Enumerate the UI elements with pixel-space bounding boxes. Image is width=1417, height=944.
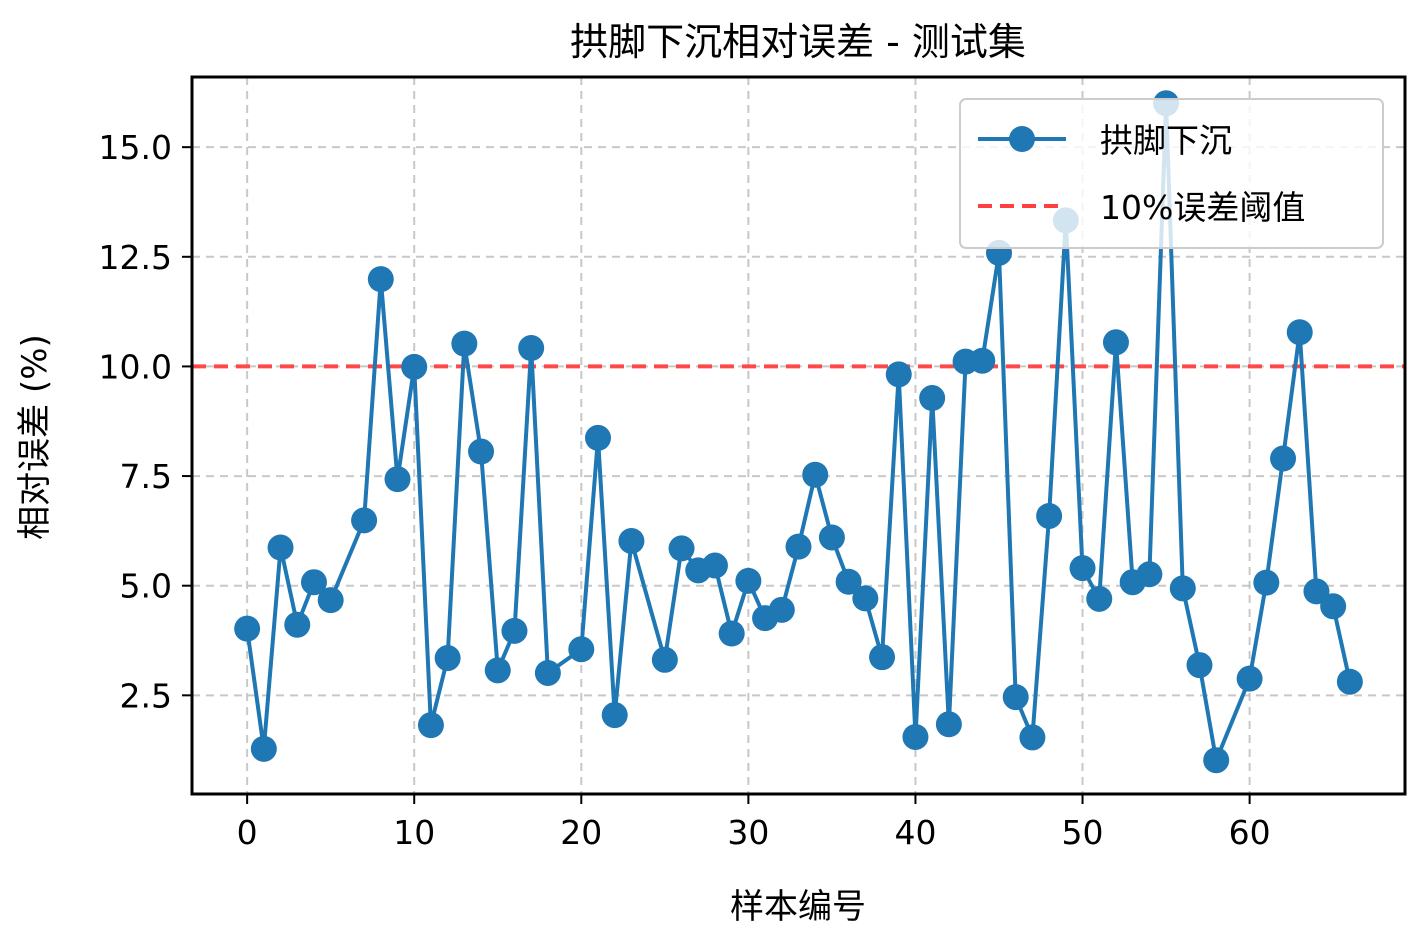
data-point <box>518 335 545 362</box>
data-point <box>1019 724 1046 751</box>
data-point <box>835 568 862 595</box>
data-point <box>601 702 628 729</box>
data-point <box>785 533 812 560</box>
x-axis-label: 样本编号 <box>730 887 866 927</box>
x-tick-label: 50 <box>1062 813 1104 852</box>
data-point <box>1203 747 1230 774</box>
legend-threshold-label: 10%误差阈值 <box>1100 188 1305 227</box>
data-point <box>434 645 461 672</box>
data-point <box>1086 585 1113 612</box>
data-point <box>935 711 962 738</box>
data-point <box>1102 329 1129 356</box>
data-point <box>585 424 612 451</box>
data-point <box>618 527 645 554</box>
y-tick-label: 5.0 <box>120 567 172 606</box>
data-point <box>367 266 394 293</box>
x-tick-label: 60 <box>1229 813 1271 852</box>
data-point <box>384 466 411 493</box>
data-point <box>969 347 996 374</box>
plot-frame <box>190 75 1407 796</box>
data-point <box>1236 665 1263 692</box>
data-point <box>351 507 378 534</box>
data-point <box>802 461 829 488</box>
data-point <box>451 330 478 357</box>
data-point <box>718 620 745 647</box>
data-point <box>568 636 595 663</box>
y-tick-label: 12.5 <box>99 238 172 277</box>
x-axis-ticks: 0 10 20 30 40 50 60 <box>237 794 1271 852</box>
data-point <box>300 569 327 596</box>
data-point <box>317 587 344 614</box>
data-point <box>701 552 728 579</box>
x-tick-label: 20 <box>560 813 602 852</box>
data-point <box>1320 593 1347 620</box>
x-tick-label: 0 <box>237 813 258 852</box>
data-point <box>668 535 695 562</box>
data-point <box>234 615 261 642</box>
data-point <box>401 353 428 380</box>
data-point <box>818 524 845 551</box>
legend-series-marker <box>1009 126 1035 152</box>
data-point <box>267 534 294 561</box>
chart-title: 拱脚下沉相对误差 - 测试集 <box>570 20 1026 64</box>
data-series <box>234 90 1363 774</box>
data-point <box>1002 684 1029 711</box>
data-point <box>1253 569 1280 596</box>
y-tick-label: 10.0 <box>99 347 172 386</box>
legend-box <box>959 98 1384 249</box>
data-point <box>651 646 678 673</box>
y-axis-ticks: 2.5 5.0 7.5 10.0 12.5 15.0 <box>99 128 192 715</box>
data-point <box>852 585 879 612</box>
data-point <box>1336 668 1363 695</box>
y-axis-label: 相对误差 (%) <box>15 334 55 540</box>
data-point <box>919 385 946 412</box>
data-point <box>1270 445 1297 472</box>
data-point <box>1169 575 1196 602</box>
x-tick-label: 10 <box>393 813 435 852</box>
y-tick-label: 15.0 <box>99 128 172 167</box>
data-point <box>1036 502 1063 529</box>
x-tick-label: 30 <box>727 813 769 852</box>
data-point <box>1186 652 1213 679</box>
y-tick-label: 2.5 <box>120 676 172 715</box>
x-tick-label: 40 <box>894 813 936 852</box>
data-point <box>735 567 762 594</box>
data-point <box>902 723 929 750</box>
data-point <box>1136 561 1163 588</box>
legend: 拱脚下沉 10%误差阈值 <box>959 98 1384 249</box>
data-point <box>869 644 896 671</box>
data-point <box>1069 555 1096 582</box>
data-point <box>417 712 444 739</box>
data-point <box>501 617 528 644</box>
data-point <box>768 596 795 623</box>
data-point <box>1303 578 1330 605</box>
data-point <box>885 361 912 388</box>
data-point <box>468 438 495 465</box>
data-point <box>484 657 511 684</box>
legend-series-label: 拱脚下沉 <box>1100 121 1232 160</box>
data-point <box>250 735 277 762</box>
data-point <box>1286 319 1313 346</box>
y-tick-label: 7.5 <box>120 457 172 496</box>
data-point <box>534 659 561 686</box>
data-point <box>284 611 311 638</box>
